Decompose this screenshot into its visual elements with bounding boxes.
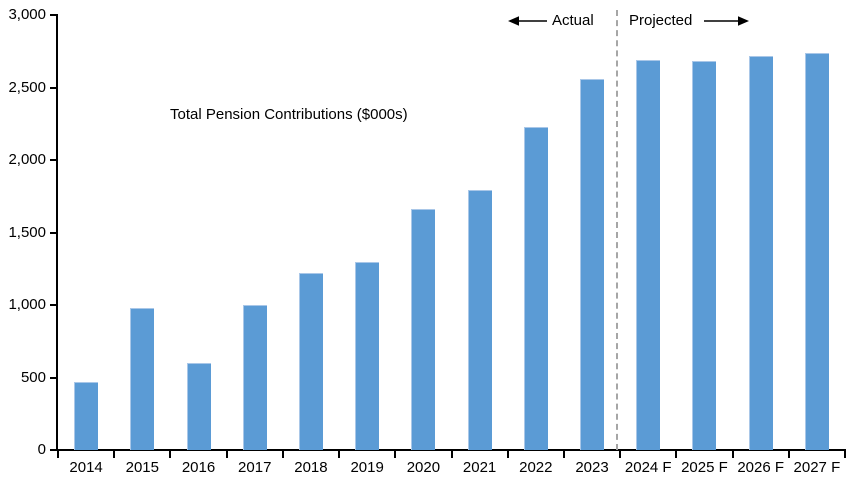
x-tick-label: 2021 — [462, 459, 497, 476]
y-tick-label: 2,500 — [8, 78, 46, 96]
projected-label: Projected — [629, 12, 693, 29]
x-tick-label: 2014 — [69, 459, 103, 476]
y-tick-label: 2,000 — [8, 151, 46, 168]
x-axis-tick — [675, 451, 678, 458]
x-axis-tick — [787, 451, 790, 458]
y-axis-tick — [50, 159, 56, 161]
x-axis-tick — [113, 451, 116, 458]
x-tick-label: 2020 — [406, 459, 441, 476]
x-tick-label: 2019 — [350, 459, 384, 476]
x-tick-label: 2025 F — [681, 459, 728, 476]
bar-2019 — [355, 261, 380, 450]
actual-projected-divider — [616, 10, 618, 450]
y-tick-label: 3,000 — [8, 6, 46, 23]
left-arrow-icon — [508, 16, 547, 26]
x-tick-label: 2015 — [125, 459, 159, 476]
bar-2014 — [74, 381, 99, 450]
x-axis-tick — [394, 451, 397, 458]
legend-swatch-icon — [151, 109, 163, 121]
bar-2017 — [242, 305, 267, 450]
bar-2023 — [580, 78, 605, 450]
x-axis-tick — [57, 451, 59, 458]
x-axis-tick — [281, 451, 284, 458]
bar-2026-F — [748, 56, 773, 450]
x-tick-label: 2018 — [294, 459, 328, 476]
y-axis-line — [56, 14, 58, 451]
x-tick-label: 2024 F — [624, 459, 672, 476]
x-tick-label: 2016 — [181, 459, 216, 476]
x-axis-tick — [225, 451, 228, 458]
x-axis-tick — [506, 451, 509, 458]
bar-2025-F — [692, 60, 717, 450]
x-axis-tick — [169, 451, 172, 458]
bar-2016 — [186, 363, 211, 450]
x-axis-tick — [844, 451, 846, 458]
y-axis-tick — [50, 14, 56, 16]
bar-2022 — [523, 126, 548, 450]
x-tick-label: 2026 F — [737, 459, 785, 476]
x-tick-label: 2022 — [519, 459, 553, 476]
y-tick-label: 500 — [20, 368, 46, 386]
x-axis-tick — [450, 451, 453, 458]
y-axis-tick — [50, 449, 56, 451]
y-axis-tick — [50, 231, 56, 234]
y-tick-label: 0 — [37, 441, 46, 458]
bar-2021 — [467, 190, 492, 450]
x-tick-label: 2023 — [575, 459, 609, 476]
x-axis-tick — [619, 451, 622, 458]
x-tick-label: 2027 F — [793, 459, 841, 476]
bar-2020 — [411, 209, 436, 450]
y-axis-tick — [50, 86, 56, 89]
right-arrow-icon — [704, 16, 749, 26]
y-tick-label: 1,500 — [8, 223, 46, 241]
actual-label: Actual — [552, 12, 594, 29]
y-axis-tick — [50, 304, 56, 306]
bar-2015 — [130, 307, 155, 450]
x-axis-tick — [338, 451, 341, 458]
x-tick-label: 2017 — [238, 459, 272, 476]
bar-2024-F — [636, 59, 661, 450]
legend-label: Total Pension Contributions ($000s) — [170, 106, 408, 123]
y-axis-tick — [50, 376, 56, 379]
y-tick-label: 1,000 — [8, 296, 46, 313]
x-axis-line — [56, 449, 846, 451]
bar-2027-F — [804, 53, 829, 450]
legend: Total Pension Contributions ($000s) — [151, 106, 408, 124]
x-axis-tick — [731, 451, 734, 458]
bar-2018 — [298, 273, 323, 450]
x-axis-tick — [562, 451, 565, 458]
